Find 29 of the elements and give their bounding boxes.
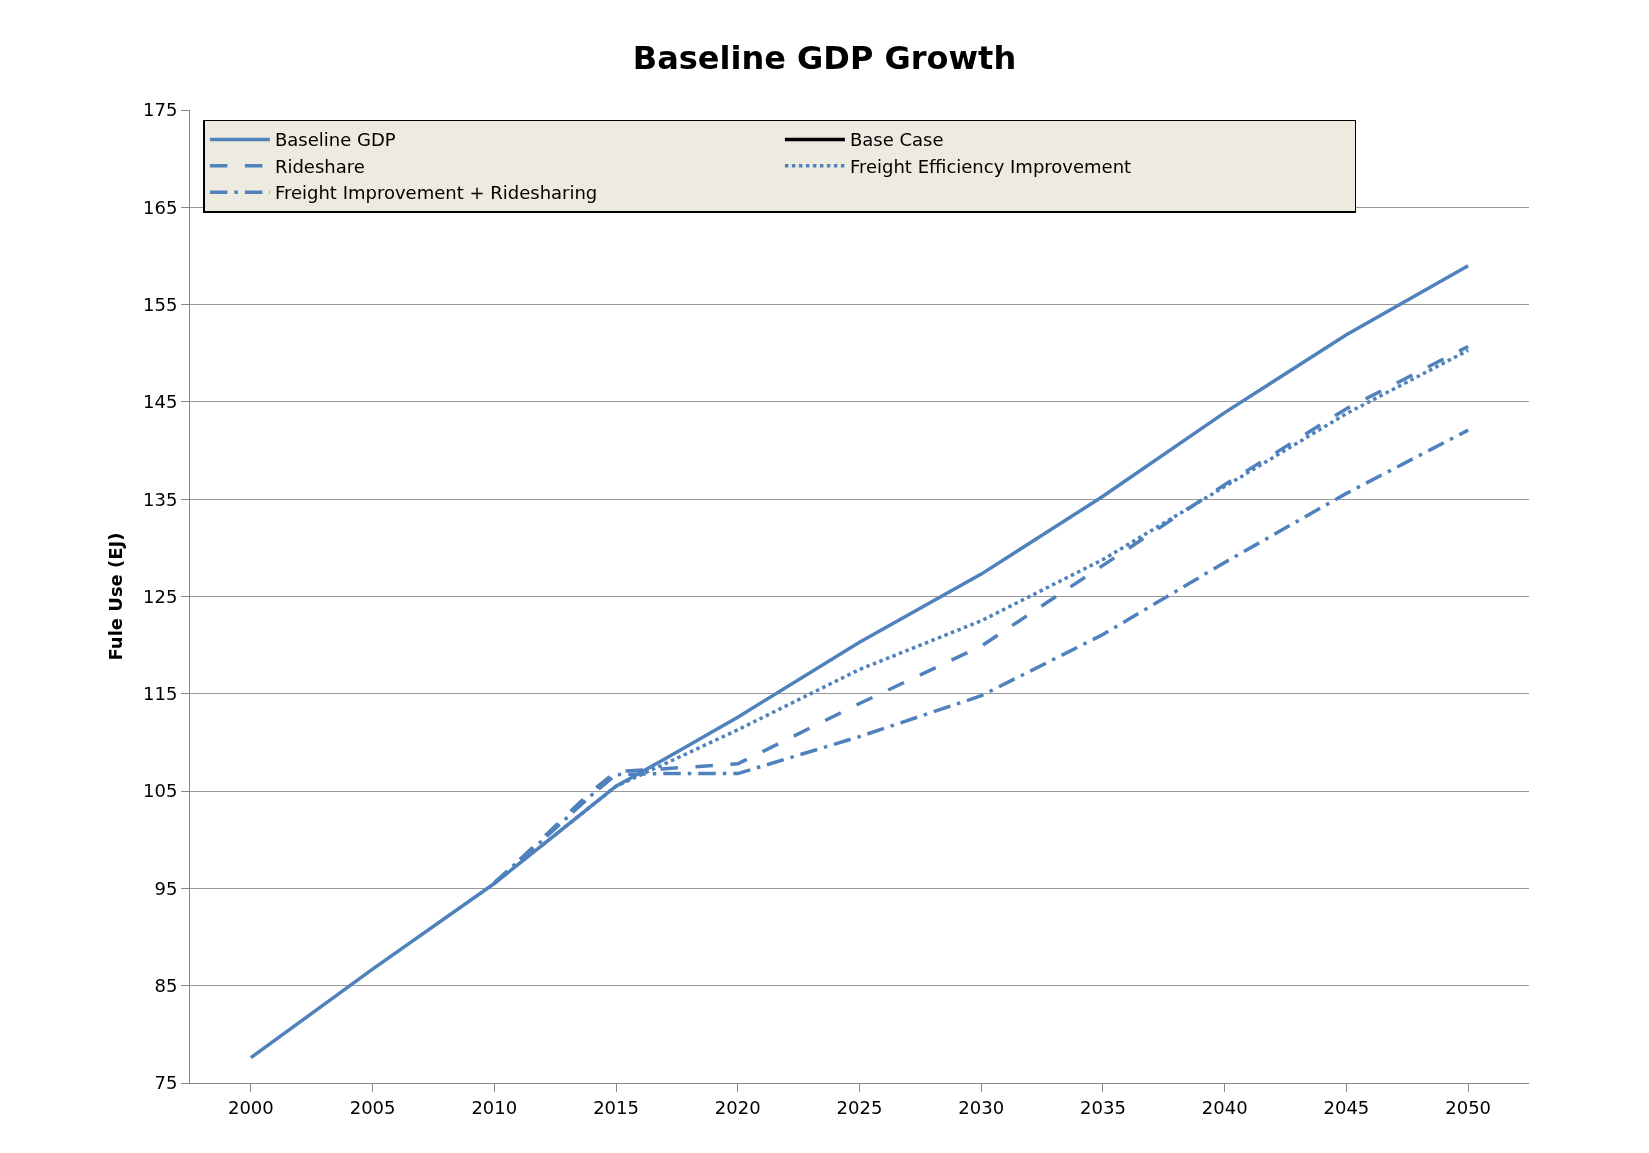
- y-tick-label: 165: [143, 196, 178, 218]
- y-axis-title: Fule Use (EJ): [105, 532, 127, 661]
- y-tick-label: 135: [143, 488, 178, 510]
- legend-label: Freight Improvement + Ridesharing: [274, 182, 598, 204]
- y-tick-label: 75: [154, 1072, 178, 1094]
- legend-label: Base Case: [849, 129, 944, 151]
- x-tick-label: 2015: [593, 1096, 639, 1118]
- y-tick-label: 175: [143, 99, 178, 121]
- legend-label: Baseline GDP: [274, 129, 396, 151]
- legend-label: Freight Efficiency Improvement: [849, 155, 1132, 177]
- x-tick-label: 2040: [1201, 1096, 1248, 1118]
- x-tick-label: 2020: [714, 1096, 761, 1118]
- x-tick-label: 2010: [471, 1096, 518, 1118]
- x-tick-label: 2030: [958, 1096, 1005, 1118]
- y-tick-label: 125: [143, 585, 178, 607]
- x-tick-label: 2000: [227, 1096, 274, 1118]
- x-tick-label: 2045: [1323, 1096, 1370, 1118]
- x-tick-label: 2050: [1445, 1096, 1492, 1118]
- chart-title: Baseline GDP Growth: [632, 38, 1017, 77]
- y-tick-label: 155: [143, 293, 178, 315]
- y-tick-label: 95: [154, 877, 178, 899]
- y-tick-label: 145: [143, 391, 178, 413]
- x-tick-label: 2035: [1080, 1096, 1126, 1118]
- legend-label: Rideshare: [274, 155, 365, 177]
- y-tick-label: 105: [143, 780, 178, 802]
- y-tick-label: 115: [143, 683, 178, 705]
- x-tick-label: 2005: [349, 1096, 396, 1118]
- x-tick-label: 2025: [836, 1096, 883, 1118]
- y-tick-label: 85: [154, 975, 178, 996]
